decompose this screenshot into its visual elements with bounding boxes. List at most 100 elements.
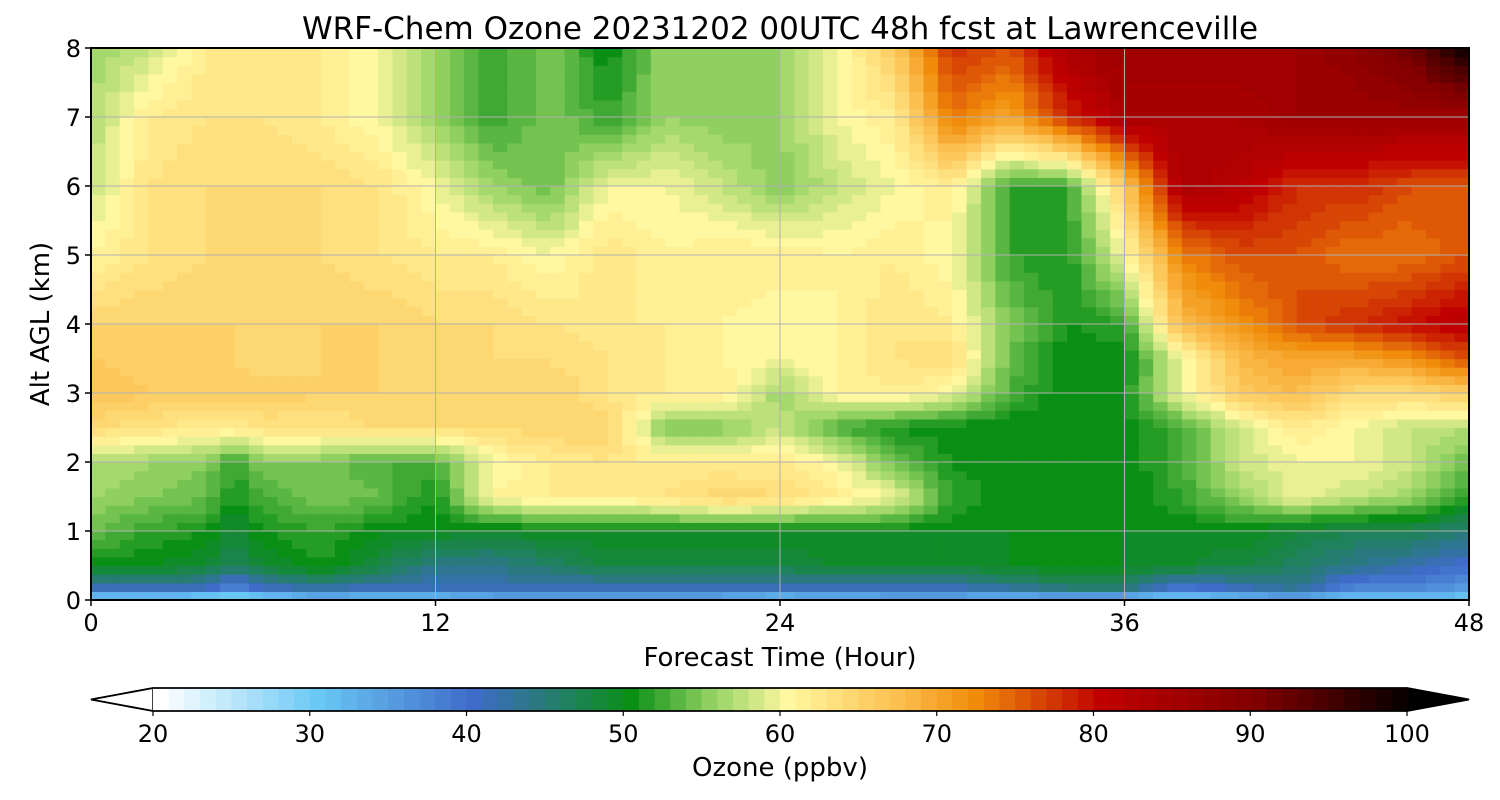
heatmap-cell [1325,229,1341,239]
heatmap-cell [909,556,925,567]
heatmap-cell [492,280,508,291]
heatmap-cell [464,168,480,178]
heatmap-cell [866,237,882,247]
heatmap-cell [1138,332,1154,342]
heatmap-cell [636,246,652,256]
heatmap-cell [162,255,178,265]
heatmap-cell [1024,505,1039,515]
heatmap-cell [1124,246,1140,256]
heatmap-cell [449,280,465,291]
heatmap-cell [1368,203,1384,213]
heatmap-cell [1397,410,1413,420]
heatmap-cell [722,349,738,360]
heatmap-cell [507,496,523,506]
heatmap-cell [851,246,867,256]
heatmap-cell [622,487,638,498]
heatmap-cell [406,272,422,282]
heatmap-cell [952,582,968,592]
heatmap-cell [593,375,609,385]
heatmap-cell [880,539,896,549]
heatmap-cell [1052,194,1068,204]
heatmap-cell [291,462,307,472]
heatmap-cell [880,531,896,541]
heatmap-cell [1339,393,1355,403]
heatmap-cell [392,401,408,411]
heatmap-cell [291,237,307,247]
heatmap-cell [1124,505,1140,515]
heatmap-cell [1253,255,1269,265]
heatmap-cell [1067,332,1083,342]
heatmap-cell [1296,487,1312,498]
heatmap-cell [1296,280,1312,291]
heatmap-cell [349,582,365,592]
heatmap-cell [148,332,164,342]
heatmap-cell [234,177,250,187]
heatmap-cell [693,418,709,429]
heatmap-cell [1153,263,1169,273]
heatmap-cell [1181,237,1197,247]
heatmap-cell [636,168,652,178]
heatmap-cell [1052,289,1068,299]
heatmap-cell [1411,427,1427,437]
heatmap-cell [722,367,738,377]
heatmap-cell [492,358,508,368]
heatmap-cell [1210,168,1226,178]
heatmap-cell [1038,418,1054,429]
heatmap-cell [765,177,781,187]
heatmap-cell [966,211,982,222]
heatmap-cell [1038,324,1054,334]
heatmap-cell [794,229,810,239]
heatmap-cell [966,487,982,498]
heatmap-cell [263,324,279,334]
heatmap-cell [363,177,379,187]
heatmap-cell [722,280,738,291]
heatmap-cell [1095,306,1111,316]
heatmap-cell [263,410,279,420]
heatmap-cell [808,582,824,592]
heatmap-cell [966,246,982,256]
heatmap-cell [1440,237,1456,247]
heatmap-cell [1411,410,1427,420]
heatmap-cell [306,462,322,472]
heatmap-cell [263,203,279,213]
heatmap-cell [148,574,164,584]
heatmap-cell [406,203,422,213]
heatmap-cell [1382,574,1398,584]
heatmap-cell [1038,246,1054,256]
heatmap-cell [492,237,508,247]
heatmap-cell [1052,375,1068,385]
heatmap-cell [1095,531,1111,541]
heatmap-cell [1253,186,1269,196]
heatmap-cell [291,375,307,385]
heatmap-cell [866,462,882,472]
heatmap-cell [650,565,666,575]
heatmap-cell [708,324,724,334]
heatmap-cell [1282,436,1298,446]
heatmap-cell [1268,496,1283,506]
heatmap-cell [1067,358,1083,368]
heatmap-cell [1167,186,1183,196]
heatmap-cell [1167,280,1183,291]
heatmap-cell [693,341,709,351]
heatmap-cell [765,349,781,360]
heatmap-cell [550,306,566,316]
heatmap-cell [392,418,408,429]
heatmap-cell [421,315,437,325]
heatmap-cell [248,168,264,178]
heatmap-cell [736,565,752,575]
heatmap-cell [952,496,968,506]
heatmap-cell [923,263,939,273]
heatmap-cell [995,194,1011,204]
heatmap-cell [1081,177,1097,187]
heatmap-cell [191,229,207,239]
heatmap-cell [263,358,279,368]
heatmap-cell [406,177,422,187]
heatmap-cell [808,393,824,403]
heatmap-cell [708,263,724,273]
heatmap-cell [866,177,882,187]
heatmap-cell [794,436,810,446]
heatmap-cell [220,375,236,385]
heatmap-cell [1253,496,1269,506]
heatmap-cell [478,444,494,454]
heatmap-cell [91,393,106,403]
